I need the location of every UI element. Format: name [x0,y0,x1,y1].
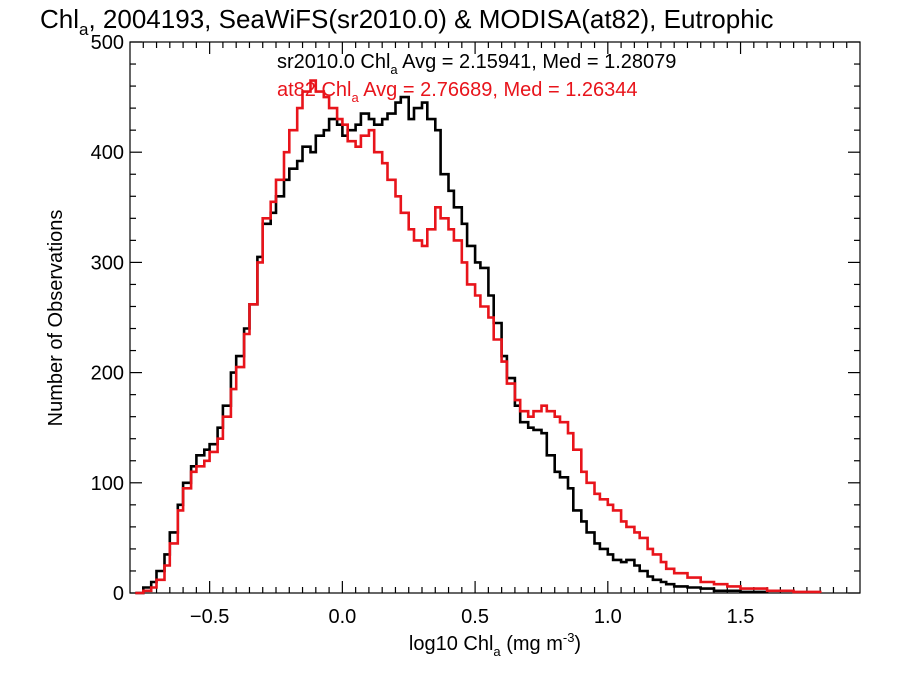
y-tick-label: 300 [91,252,124,274]
annotation-sr2010: sr2010.0 Chla Avg = 2.15941, Med = 1.280… [277,51,676,77]
x-axis-label: log10 Chla (mg m-3) [409,630,581,659]
x-tick-label: 1.5 [727,606,755,628]
y-tick-label: 100 [91,473,124,495]
plot-frame [129,41,861,594]
series-layer [135,79,822,595]
axis-ticks: −0.5 0.0 0.5 1.0 1.5 0 100 200 300 400 500 [91,32,860,628]
series-line-sr2010.0 [135,95,769,595]
y-axis-label: Number of Observations [45,210,67,427]
x-tick-label: 0.5 [461,606,489,628]
annotation-at82: at82 Chla Avg = 2.76689, Med = 1.26344 [277,79,637,105]
series-line-at82 [135,79,822,595]
y-tick-label: 400 [91,142,124,164]
x-tick-label: 1.0 [594,606,622,628]
x-tick-label: −0.5 [190,606,229,628]
x-tick-label: 0.0 [328,606,356,628]
y-tick-label: 500 [91,32,124,54]
y-tick-label: 0 [113,583,124,605]
chart-title: Chla, 2004193, SeaWiFS(sr2010.0) & MODIS… [40,4,773,39]
y-tick-label: 200 [91,363,124,385]
